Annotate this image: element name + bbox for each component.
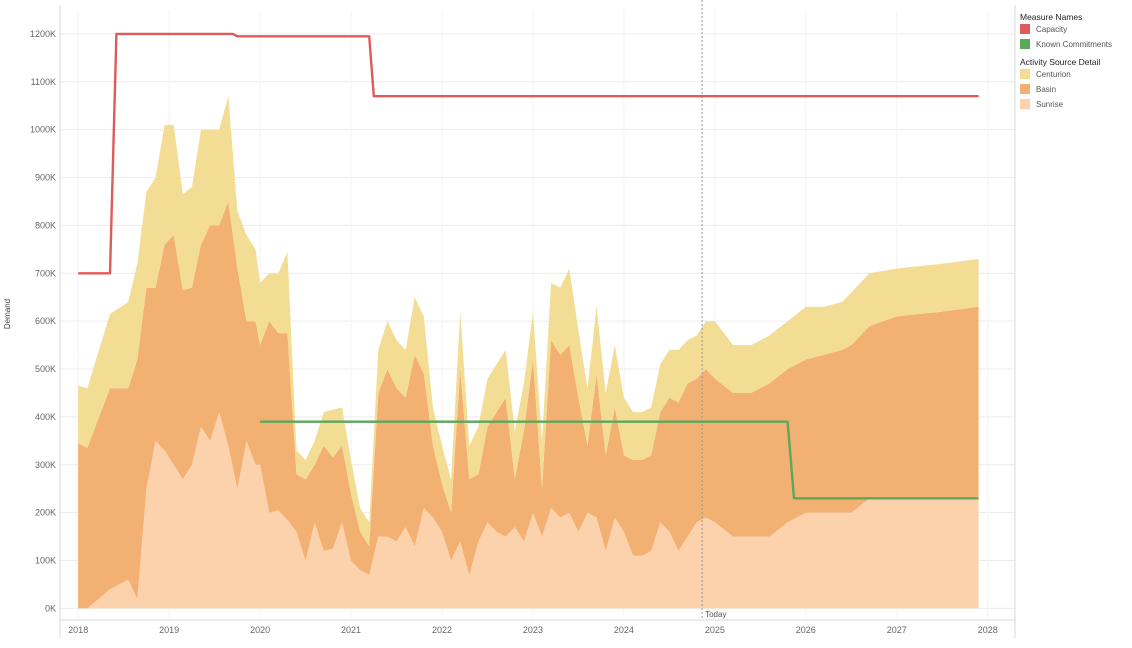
y-tick-label: 100K xyxy=(35,556,56,566)
line-known-commitments xyxy=(260,420,979,500)
y-tick-label: 900K xyxy=(35,173,56,183)
y-tick-label: 300K xyxy=(35,460,56,470)
area-centurion xyxy=(78,96,979,547)
y-tick-label: 1100K xyxy=(31,77,56,87)
legend-label-sunrise: Sunrise xyxy=(1036,100,1064,109)
x-tick-label: 2022 xyxy=(432,625,452,635)
line-capacity xyxy=(78,32,979,275)
area-layer xyxy=(78,96,979,609)
legend-label-known-commitments: Known Commitments xyxy=(1036,40,1112,49)
y-axis-title: Demand xyxy=(3,299,12,329)
legend-label-centurion: Centurion xyxy=(1036,70,1071,79)
y-tick-label: 500K xyxy=(35,364,56,374)
legend: Measure Names Capacity Known Commitments Ac… xyxy=(1020,12,1112,109)
x-tick-label: 2028 xyxy=(978,625,998,635)
y-tick-label: 1200K xyxy=(30,29,56,39)
x-tick-label: 2025 xyxy=(705,625,725,635)
legend-title-activity-source-detail: Activity Source Detail xyxy=(1020,57,1100,67)
y-tick-label: 1000K xyxy=(30,125,56,135)
y-tick-label: 400K xyxy=(35,412,56,422)
area-basin xyxy=(78,201,979,609)
x-tick-label: 2024 xyxy=(614,625,634,635)
today-label: Today xyxy=(705,610,726,619)
legend-swatch-sunrise xyxy=(1020,99,1030,109)
reference-layer: Today xyxy=(701,0,726,620)
legend-label-capacity: Capacity xyxy=(1036,25,1067,34)
line-layer xyxy=(78,32,979,500)
x-tick-label: 2020 xyxy=(250,625,270,635)
y-tick-label: 700K xyxy=(35,268,56,278)
legend-swatch-capacity xyxy=(1020,24,1030,34)
y-tick-label: 800K xyxy=(35,220,56,230)
x-tick-label: 2027 xyxy=(887,625,907,635)
legend-swatch-basin xyxy=(1020,84,1030,94)
x-tick-label: 2018 xyxy=(68,625,88,635)
y-tick-label: 0K xyxy=(45,603,56,613)
axis-layer: 0K 100K 200K 300K 400K 500K 600K 700K 800K 900K 10… xyxy=(3,5,1016,638)
x-tick-label: 2023 xyxy=(523,625,543,635)
legend-swatch-centurion xyxy=(1020,69,1030,79)
x-tick-label: 2019 xyxy=(159,625,179,635)
legend-swatch-known-commitments xyxy=(1020,39,1030,49)
legend-label-basin: Basin xyxy=(1036,85,1056,94)
legend-title-measure-names: Measure Names xyxy=(1020,12,1082,22)
y-tick-label: 600K xyxy=(35,316,56,326)
y-tick-label: 200K xyxy=(35,508,56,518)
x-tick-label: 2026 xyxy=(796,625,816,635)
x-tick-label: 2021 xyxy=(341,625,361,635)
area-sunrise xyxy=(78,412,979,609)
